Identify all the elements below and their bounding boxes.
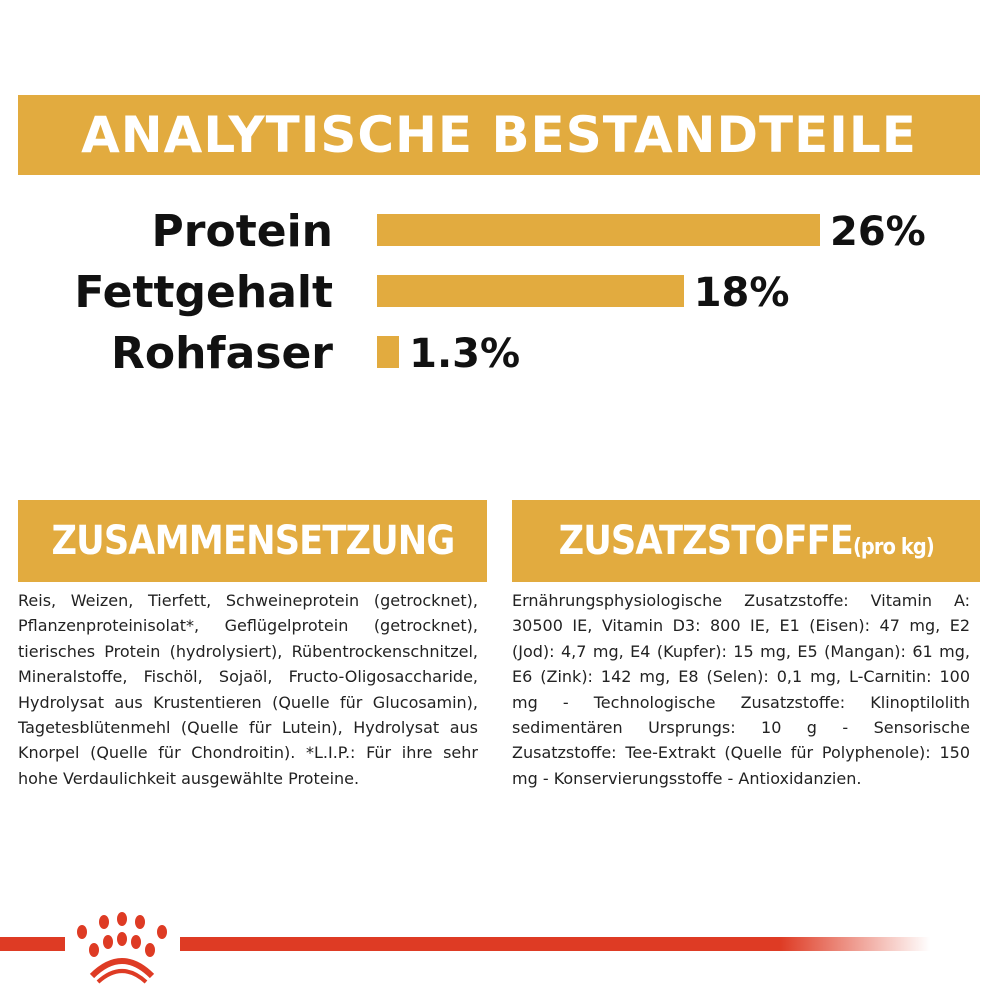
analytics-value: 18%	[693, 270, 790, 316]
analytics-title: ANALYTISCHE BESTANDTEILE	[81, 106, 917, 164]
analytics-bar	[377, 214, 820, 246]
footer-line-left	[0, 937, 65, 951]
analytics-value: 26%	[830, 209, 926, 255]
analytics-bar	[377, 336, 400, 368]
analytics-label: Rohfaser	[111, 328, 333, 379]
additives-text: Ernährungsphysiologische Zusatzstoffe: V…	[512, 591, 970, 788]
composition-title: ZUSAMMENSETZUNG	[51, 518, 455, 564]
additives-title: ZUSATZSTOFFE	[558, 518, 853, 564]
additives-header: ZUSATZSTOFFE(pro kg)	[512, 500, 980, 582]
composition-text: Reis, Weizen, Tierfett, Schweineprotein …	[18, 591, 478, 788]
analytics-value: 1.3%	[409, 331, 521, 377]
analytics-bar	[377, 275, 684, 307]
additives-subtitle: (pro kg)	[852, 535, 935, 560]
royal-canin-crown-icon	[77, 912, 167, 984]
analytics-label: Protein	[151, 206, 333, 257]
analytics-label: Fettgehalt	[74, 267, 333, 318]
composition-header: ZUSAMMENSETZUNG	[18, 500, 487, 582]
analytics-header: ANALYTISCHE BESTANDTEILE	[18, 95, 980, 175]
footer-line-right	[180, 937, 930, 951]
